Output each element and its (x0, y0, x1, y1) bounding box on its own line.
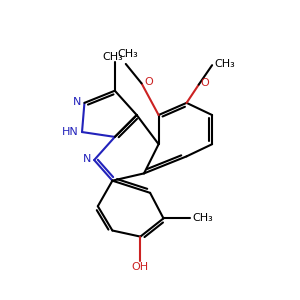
Text: O: O (200, 78, 209, 88)
Text: O: O (144, 77, 153, 87)
Text: CH₃: CH₃ (214, 59, 235, 69)
Text: HN: HN (62, 127, 79, 137)
Text: CH₃: CH₃ (193, 213, 213, 224)
Text: CH₃: CH₃ (103, 52, 123, 61)
Text: N: N (73, 97, 82, 107)
Text: OH: OH (132, 262, 149, 272)
Text: CH₃: CH₃ (117, 49, 138, 59)
Text: N: N (83, 154, 91, 164)
